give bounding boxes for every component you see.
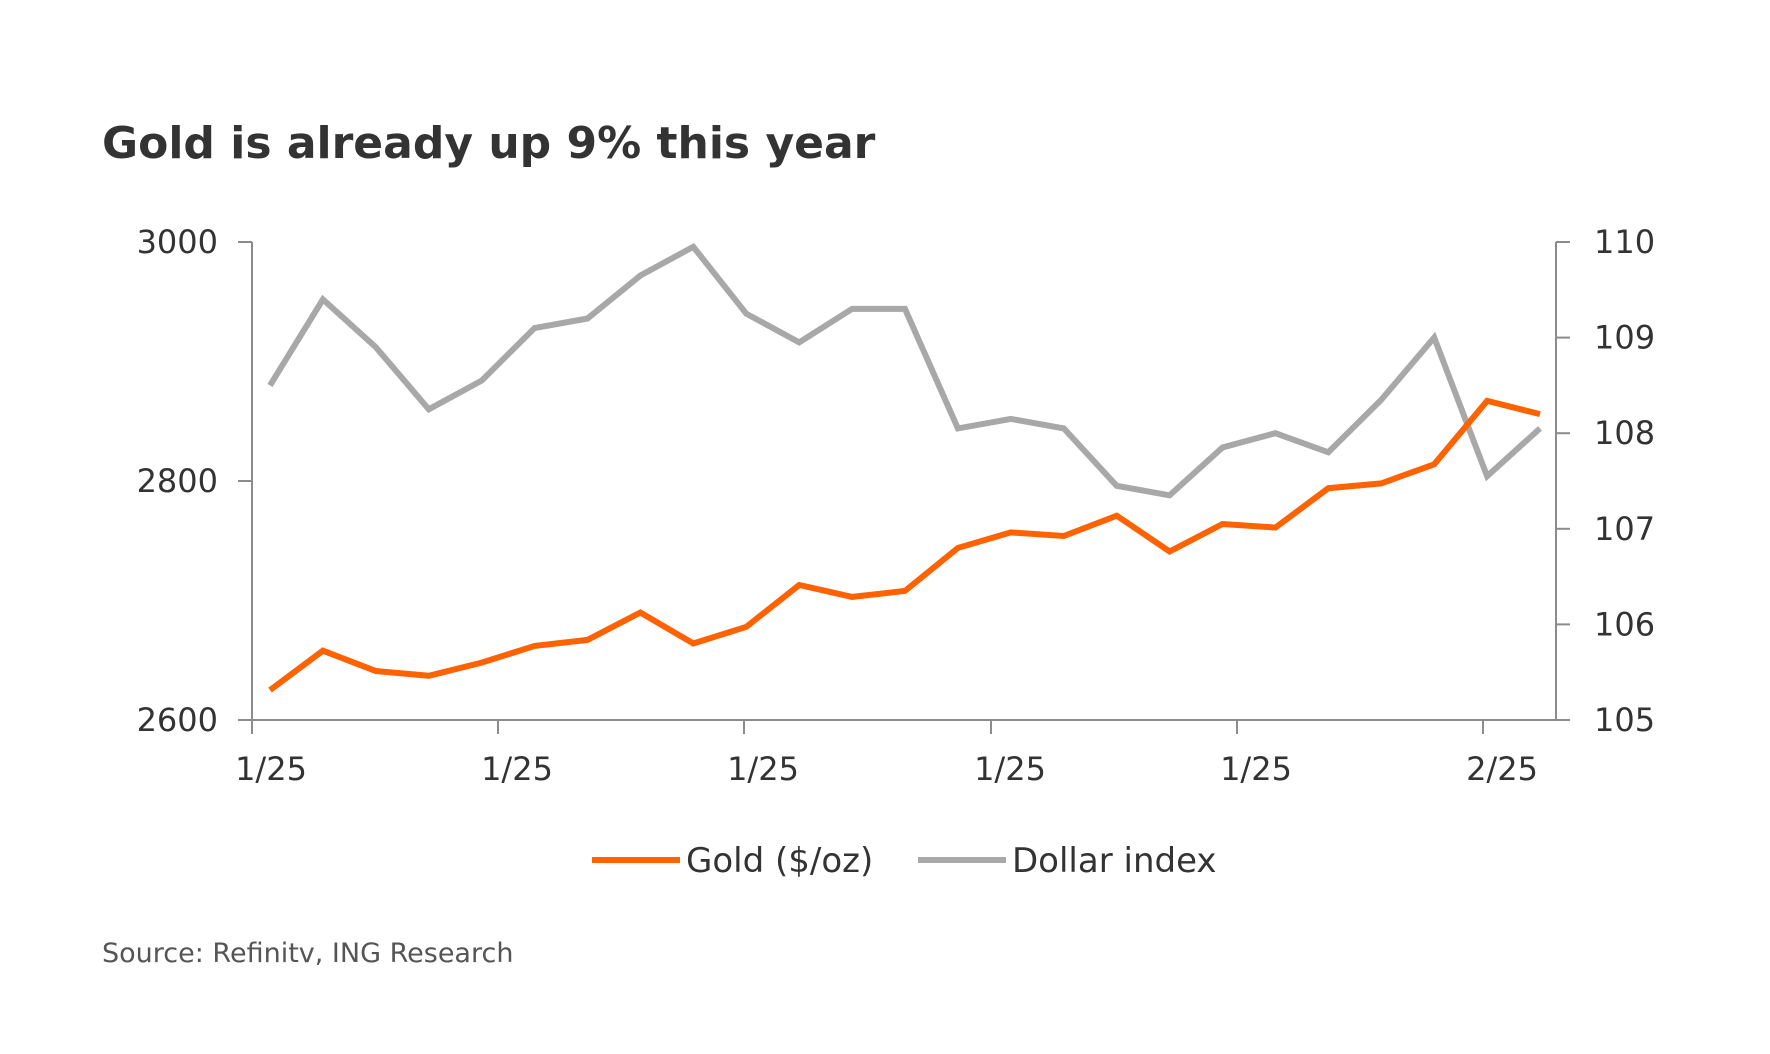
y-left-tick-label: 2800 — [137, 462, 218, 500]
axes: 2600 2800 3000 105 106 107 108 109 110 1/25 1/25 1/… — [137, 223, 1656, 788]
x-tick-label: 1/25 — [235, 750, 307, 788]
series-line-gold-oz — [268, 397, 1541, 693]
y-right-tick-label: 108 — [1594, 414, 1655, 452]
y-right-tick-label: 105 — [1594, 701, 1655, 739]
legend-label-gold-oz: Gold ($/oz) — [686, 841, 873, 881]
x-tick-label: 1/25 — [1220, 750, 1292, 788]
x-tick-label: 1/25 — [727, 750, 799, 788]
x-tick-label: 1/25 — [974, 750, 1046, 788]
chart-title: Gold is already up 9% this year — [102, 118, 876, 169]
legend-label-dollar-index: Dollar index — [1012, 841, 1217, 881]
series-layer — [267, 242, 1543, 693]
y-left-tick-label: 2600 — [137, 701, 218, 739]
y-right-tick-label: 109 — [1594, 319, 1655, 357]
y-right-tick-label: 107 — [1594, 510, 1655, 548]
legend: Gold ($/oz) Dollar index — [592, 841, 1217, 881]
y-right-tick-label: 106 — [1594, 605, 1655, 643]
y-right-tick-label: 110 — [1594, 223, 1655, 261]
series-line-dollar-index — [267, 242, 1543, 499]
x-tick-label: 1/25 — [481, 750, 553, 788]
y-left-tick-label: 3000 — [137, 223, 218, 261]
source-note: Source: Refinitv, ING Research — [102, 938, 514, 969]
x-tick-label: 2/25 — [1466, 750, 1538, 788]
